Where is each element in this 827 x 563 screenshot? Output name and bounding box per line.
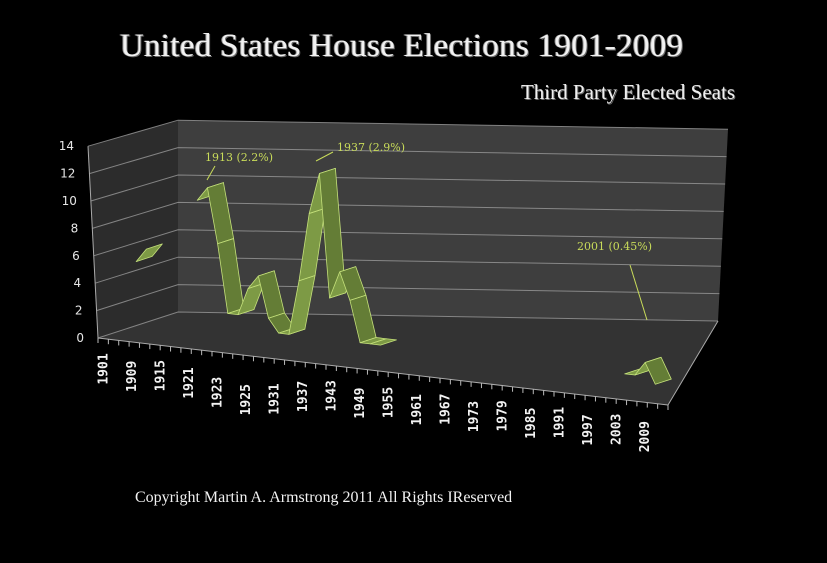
x-tick-label: 1937 xyxy=(296,381,311,412)
gridline xyxy=(87,119,729,147)
x-tick-label: 2003 xyxy=(609,414,624,445)
y-tick-label: 6 xyxy=(72,249,80,263)
x-tick-label: 1985 xyxy=(524,408,539,439)
x-tick-label: 1923 xyxy=(210,377,225,408)
gridline xyxy=(92,201,724,229)
copyright-text: Copyright Martin A. Armstrong 2011 All R… xyxy=(135,489,513,506)
x-tick-label: 1967 xyxy=(438,394,453,425)
gridline xyxy=(94,256,721,284)
x-tick-label: 1943 xyxy=(324,380,339,411)
x-tick-label: 1901 xyxy=(96,353,111,384)
ribbon-segment xyxy=(644,356,672,385)
x-tick-label: 1991 xyxy=(552,407,567,438)
gridline xyxy=(96,284,720,312)
gridlines xyxy=(87,119,729,339)
y-tick-label: 2 xyxy=(75,304,83,318)
chart-walls xyxy=(88,120,728,406)
annotation-label: 1913 (2.2%) xyxy=(205,151,273,164)
x-tick-label: 1997 xyxy=(581,414,596,445)
data-ribbon xyxy=(135,167,672,385)
x-tick-label: 1961 xyxy=(410,394,425,425)
gridline xyxy=(89,147,727,175)
x-tick-label: 1931 xyxy=(267,383,282,414)
y-axis-line xyxy=(87,146,99,339)
x-tick-label: 1973 xyxy=(467,401,482,432)
y-axis: 0 2 4 6 8 10 12 14 xyxy=(59,139,99,345)
y-tick-label: 12 xyxy=(60,167,75,181)
floor-edge xyxy=(667,320,719,406)
x-axis-line xyxy=(97,337,669,406)
ribbon-segment xyxy=(369,338,397,346)
x-tick-label: 1915 xyxy=(153,360,168,391)
y-tick-label: 8 xyxy=(71,221,79,235)
x-tick-label: 1921 xyxy=(182,367,197,398)
chart-title: United States House Elections 1901-2009 xyxy=(120,28,684,64)
y-tick-label: 4 xyxy=(74,276,82,290)
x-tick-label: 2009 xyxy=(638,421,653,452)
floor xyxy=(98,312,718,405)
x-tick-label: 1925 xyxy=(239,384,254,415)
x-tick-label: 1909 xyxy=(125,361,140,392)
x-tick-label: 1949 xyxy=(353,387,368,418)
gridline xyxy=(97,311,719,339)
chart-subtitle: Third Party Elected Seats xyxy=(520,80,735,104)
x-tick-label: 1979 xyxy=(495,400,510,431)
annotation-leader-line xyxy=(206,165,216,181)
annotation-label: 2001 (0.45%) xyxy=(577,240,652,253)
y-tick-label: 14 xyxy=(59,139,74,153)
annotation-label: 1937 (2.9%) xyxy=(337,141,405,154)
annotation-leader-line xyxy=(315,151,334,162)
gridline xyxy=(90,174,726,202)
y-tick-label: 0 xyxy=(76,331,84,345)
gridline xyxy=(93,229,723,257)
side-wall xyxy=(88,120,178,338)
x-axis: 1901 1909 1915 1921 1923 1925 1931 1937 1943 1949… xyxy=(96,338,669,452)
y-tick-label: 10 xyxy=(62,194,77,208)
ribbon-segment xyxy=(135,243,163,262)
annotation-leader-line xyxy=(629,264,648,321)
annotations: 1913 (2.2%) 1937 (2.9%) 2001 (0.45%) xyxy=(205,141,652,321)
x-tick-label: 1955 xyxy=(381,387,396,418)
